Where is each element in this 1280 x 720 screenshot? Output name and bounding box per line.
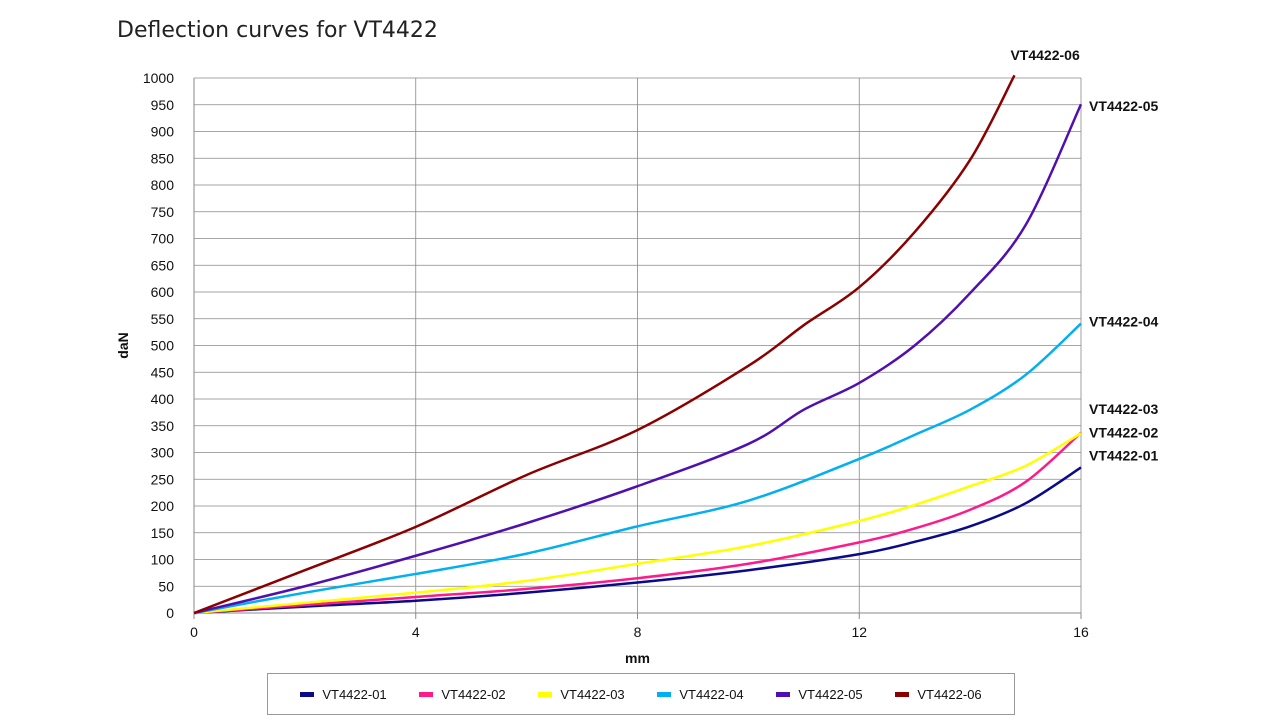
legend-swatch	[776, 691, 791, 697]
series-line-vt4422-06	[193, 74, 1016, 615]
series-end-label: VT4422-04	[1089, 314, 1158, 330]
y-tick-label: 100	[151, 552, 175, 568]
y-tick-label: 850	[151, 150, 175, 166]
series-line-vt4422-02	[193, 431, 1082, 615]
y-tick-label: 300	[151, 445, 175, 461]
legend-swatch	[300, 691, 315, 697]
legend-item: VT4422-02	[419, 686, 506, 702]
legend-item: VT4422-01	[300, 686, 387, 702]
x-tick-label: 16	[1073, 624, 1089, 640]
x-tick-label: 4	[412, 624, 420, 640]
legend-label: VT4422-02	[441, 686, 506, 702]
y-tick-label: 900	[151, 124, 175, 140]
series-line-vt4422-05	[193, 103, 1083, 615]
legend-swatch	[657, 691, 672, 697]
legend-item: VT4422-03	[538, 686, 625, 702]
x-tick-label: 12	[851, 624, 867, 640]
y-tick-label: 0	[166, 605, 174, 621]
series-end-label: VT4422-01	[1089, 447, 1158, 463]
series-end-label: VT4422-02	[1089, 425, 1158, 441]
legend-swatch	[895, 691, 910, 697]
x-tick-label: 0	[190, 624, 198, 640]
y-tick-label: 200	[151, 498, 175, 514]
legend-item: VT4422-04	[657, 686, 744, 702]
legend-label: VT4422-05	[798, 686, 863, 702]
legend-label: VT4422-06	[917, 686, 982, 702]
y-tick-label: 400	[151, 391, 175, 407]
series-line-vt4422-01	[193, 466, 1082, 615]
legend-label: VT4422-03	[560, 686, 625, 702]
y-tick-label: 650	[151, 257, 175, 273]
chart-title: Deflection curves for VT4422	[117, 18, 438, 43]
y-tick-label: 50	[158, 578, 174, 594]
y-tick-label: 500	[151, 338, 175, 354]
series-end-label: VT4422-03	[1089, 401, 1158, 417]
legend: VT4422-01 VT4422-02 VT4422-03 VT4422-04 VT44…	[267, 673, 1015, 715]
y-tick-label: 1000	[143, 70, 174, 86]
x-tick-label: 8	[634, 624, 642, 640]
x-axis-label: mm	[625, 650, 650, 666]
legend-swatch	[419, 691, 434, 697]
y-tick-label: 250	[151, 471, 175, 487]
y-tick-label: 800	[151, 177, 175, 193]
y-axis-label: daN	[115, 332, 131, 358]
y-tick-label: 750	[151, 204, 175, 220]
legend-label: VT4422-01	[322, 686, 387, 702]
legend-label: VT4422-04	[679, 686, 744, 702]
y-tick-label: 550	[151, 311, 175, 327]
y-tick-label: 150	[151, 525, 175, 541]
legend-swatch	[538, 691, 553, 697]
y-tick-label: 350	[151, 418, 175, 434]
series-end-label: VT4422-06	[1010, 47, 1079, 63]
y-tick-label: 450	[151, 364, 175, 380]
series-line-vt4422-03	[193, 432, 1082, 615]
y-tick-label: 950	[151, 97, 175, 113]
y-tick-label: 600	[151, 284, 175, 300]
series-line-vt4422-04	[193, 322, 1082, 615]
y-tick-label: 700	[151, 231, 175, 247]
series-end-label: VT4422-05	[1089, 98, 1158, 114]
legend-item: VT4422-06	[895, 686, 982, 702]
legend-item: VT4422-05	[776, 686, 863, 702]
